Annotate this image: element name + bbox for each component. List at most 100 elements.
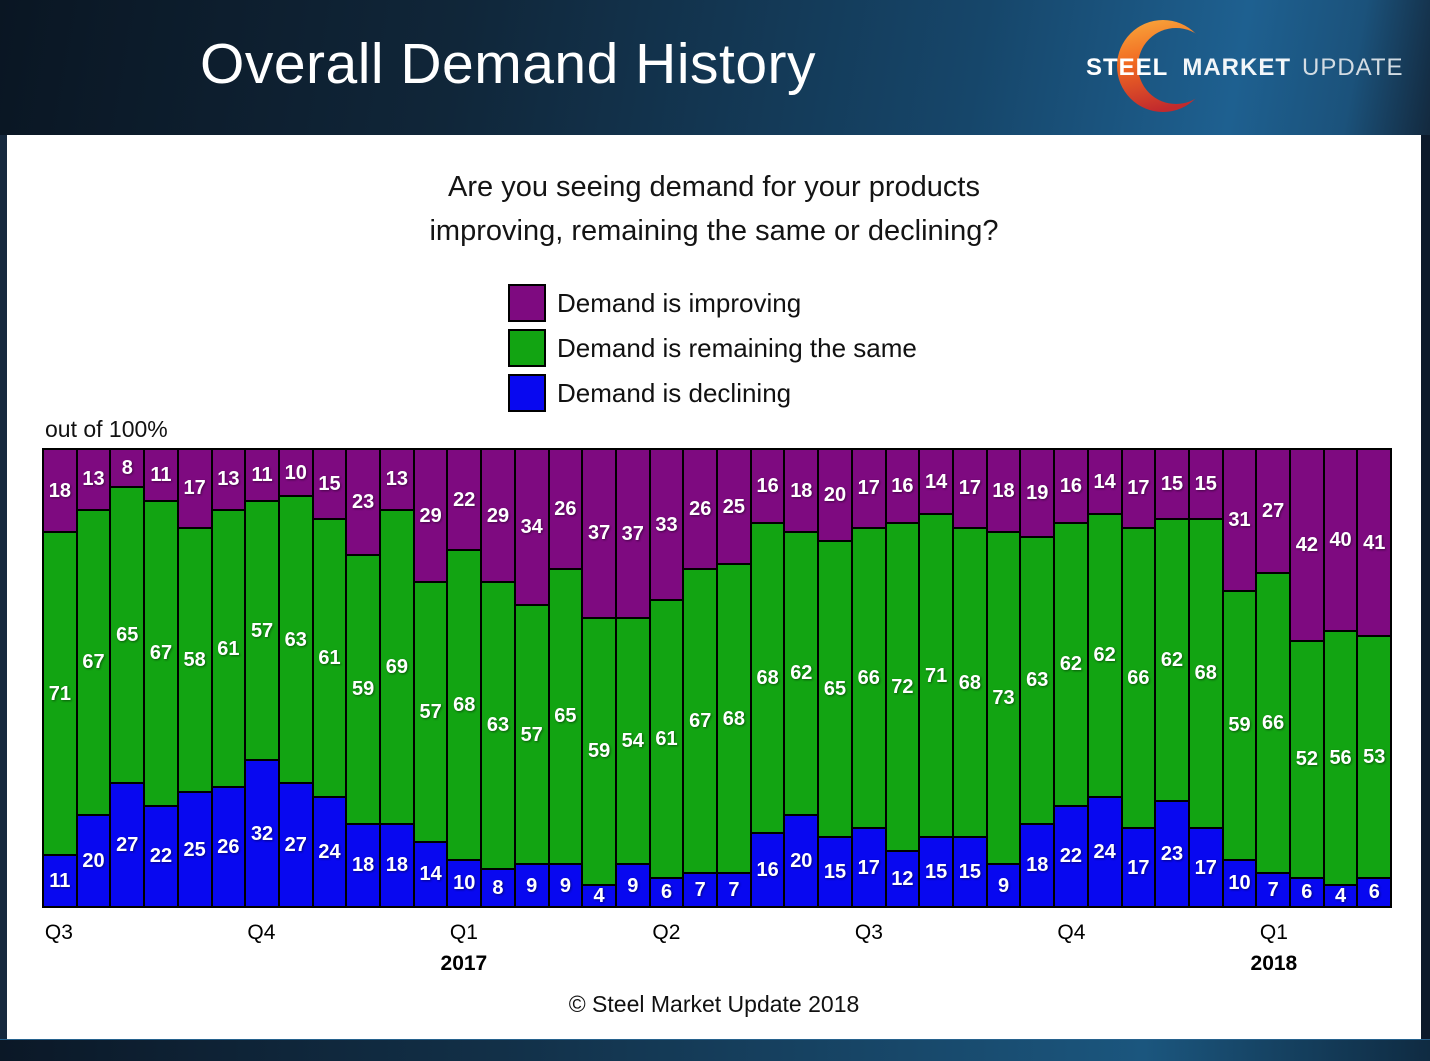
bar-value-label: 66 — [1127, 667, 1150, 689]
bar-value-label: 71 — [48, 682, 71, 705]
bar-segment: 17 — [1189, 829, 1222, 906]
bar-group: 29 57 14 — [414, 450, 447, 906]
bar-value-label: 22 — [453, 488, 476, 511]
bar-segment: 65 — [111, 488, 144, 782]
bar-group: 13 67 20 — [77, 450, 110, 907]
x-axis-quarter-label: Q3 — [44, 921, 73, 944]
bar-value-label: 6 — [660, 881, 673, 904]
bar-value-label: 6 — [1368, 881, 1380, 904]
bar-group: 19 63 18 — [1021, 450, 1054, 906]
bar-value-label: 32 — [250, 822, 274, 845]
bar-group: 40 56 4 — [1324, 450, 1357, 906]
bar-segment: 58 — [178, 528, 211, 791]
bar-segment: 10 — [448, 860, 481, 906]
bar-value-label: 18 — [1026, 854, 1049, 877]
bar-value-label: 62 — [1160, 648, 1184, 671]
chart: 18 71 11 13 67 20 8 65 27 11 67 22 17 58 25 13 61 26 11 57 3… — [42, 448, 1392, 908]
bar-value-label: 15 — [1160, 472, 1184, 495]
bar-segment: 62 — [1055, 524, 1087, 805]
bar-segment: 17 — [178, 450, 211, 527]
bar-group: 13 69 18 — [381, 450, 413, 906]
bar-value-label: 34 — [520, 515, 543, 538]
bar-value-label: 27 — [116, 833, 139, 856]
bar-value-label: 65 — [823, 678, 847, 701]
bar-segment: 24 — [313, 797, 346, 906]
bar-segment: 15 — [1156, 450, 1188, 518]
bar-value-label: 13 — [217, 468, 240, 491]
bar-value-label: 33 — [655, 513, 678, 536]
bar-value-label: 9 — [997, 874, 1010, 897]
bar-segment: 27 — [1257, 450, 1290, 573]
bar-segment: 66 — [852, 528, 885, 828]
bar-value-label: 37 — [587, 522, 611, 545]
logo-word-steel: STEEL — [1086, 53, 1169, 81]
bar-value-label: 73 — [992, 687, 1015, 710]
bar-segment: 68 — [718, 565, 750, 873]
bar-segment: 72 — [886, 524, 919, 850]
bar-segment: 53 — [1358, 637, 1391, 877]
bar-value-label: 59 — [587, 740, 611, 763]
copyright: © Steel Market Update 2018 — [568, 991, 860, 1017]
legend-item: Demand is remaining the same — [508, 329, 917, 367]
bar-segment: 20 — [785, 815, 818, 906]
bar-segment: 18 — [381, 824, 413, 906]
bar-group: 14 71 15 — [920, 450, 952, 906]
bar-group: 8 65 27 — [111, 450, 144, 906]
bar-value-label: 61 — [217, 637, 240, 660]
bar-value-label: 15 — [925, 861, 948, 884]
bar-segment: 10 — [279, 450, 312, 496]
bar-value-label: 12 — [891, 867, 914, 890]
bar-value-label: 14 — [925, 470, 948, 493]
bar-segment: 11 — [246, 450, 278, 500]
bar-group: 17 68 15 — [953, 450, 986, 906]
bar-segment: 13 — [77, 450, 110, 509]
bar-value-label: 9 — [526, 874, 538, 897]
x-axis-quarter-label: Q3 — [854, 921, 883, 944]
bar-value-label: 69 — [385, 655, 408, 678]
bar-segment: 56 — [1324, 632, 1357, 884]
bar-group: 18 71 11 — [44, 450, 76, 906]
bar-value-label: 61 — [318, 646, 341, 669]
legend-swatch — [508, 329, 546, 367]
x-axis-tick: Q4 — [1057, 921, 1085, 945]
bar-value-label: 42 — [1295, 533, 1318, 556]
bar-value-label: 7 — [694, 879, 706, 902]
bar-segment: 63 — [482, 583, 514, 868]
bar-value-label: 26 — [217, 836, 240, 859]
bar-value-label: 11 — [49, 870, 71, 893]
bar-segment: 14 — [920, 450, 952, 514]
bar-value-label: 63 — [284, 628, 307, 651]
bar-value-label: 25 — [183, 838, 206, 861]
bar-segment: 57 — [246, 501, 278, 760]
bar-value-label: 20 — [790, 849, 813, 872]
bar-value-label: 10 — [453, 872, 476, 895]
bar-value-label: 37 — [621, 522, 644, 545]
bar-segment: 29 — [414, 450, 447, 582]
bar-value-label: 6 — [1301, 881, 1313, 904]
x-axis-tick: Q3 — [45, 921, 73, 945]
bar-value-label: 8 — [121, 457, 133, 480]
bar-value-label: 67 — [82, 651, 105, 674]
bar-segment: 26 — [684, 450, 717, 568]
bar-segment: 59 — [1223, 592, 1256, 859]
x-axis-quarter-label: Q1 — [1259, 921, 1288, 944]
bar-value-label: 59 — [352, 678, 375, 701]
question-line-2: improving, remaining the same or declini… — [429, 215, 999, 247]
bar-group: 17 58 25 — [178, 450, 211, 906]
bar-value-label: 4 — [593, 885, 605, 907]
bar-value-label: 22 — [149, 845, 173, 868]
x-axis-quarter-label: Q4 — [1057, 921, 1086, 944]
bar-value-label: 23 — [1160, 843, 1184, 865]
bar-value-label: 61 — [655, 728, 678, 751]
crescent-logo-icon — [1117, 20, 1209, 112]
bar-segment: 9 — [515, 865, 548, 907]
bar-segment: 6 — [1358, 878, 1391, 906]
bar-group: 29 63 8 — [482, 450, 514, 906]
bar-value-label: 24 — [1093, 840, 1116, 863]
bar-segment: 10 — [1223, 860, 1256, 907]
bar-group: 11 57 32 — [246, 450, 278, 906]
bar-value-label: 18 — [992, 479, 1015, 502]
bar-segment: 25 — [718, 450, 750, 563]
bar-value-label: 14 — [1093, 470, 1116, 493]
bar-segment: 17 — [1122, 829, 1155, 906]
